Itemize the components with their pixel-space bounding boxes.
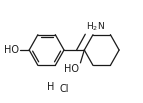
Text: H: H [47,81,54,92]
Text: HO: HO [4,45,19,55]
Text: HO: HO [64,64,80,74]
Text: Cl: Cl [59,84,69,94]
Text: H$_2$N: H$_2$N [86,21,105,33]
